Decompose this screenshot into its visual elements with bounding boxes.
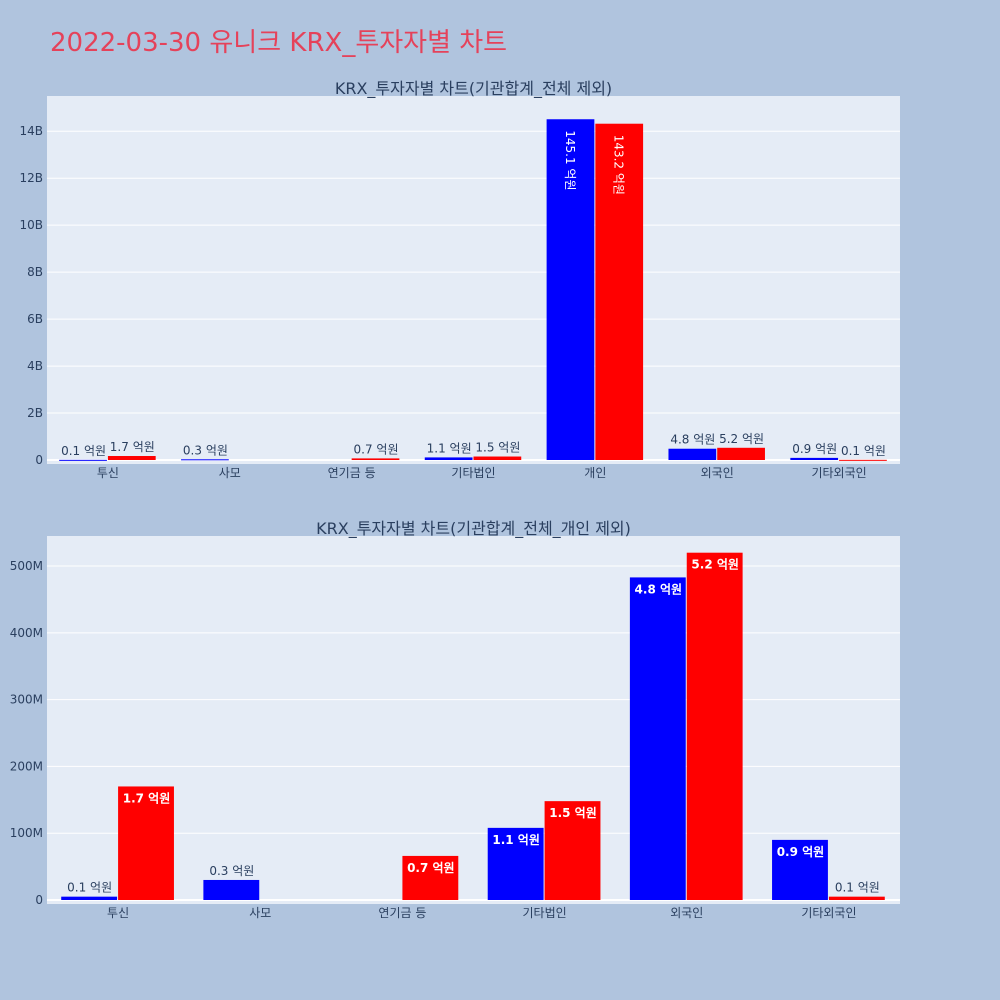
chart-title: KRX_투자자별 차트(기관합계_전체 제외) <box>335 79 612 99</box>
y-tick-label: 6B <box>27 312 43 326</box>
data-label: 1.1 억원 <box>492 833 540 847</box>
data-label: 0.1 억원 <box>835 881 880 895</box>
sell-bar <box>351 458 400 460</box>
data-label: 4.8 억원 <box>635 582 683 596</box>
data-label: 4.8 억원 <box>670 433 715 447</box>
data-label: 0.7 억원 <box>407 861 455 875</box>
y-tick-label: 500M <box>10 559 43 573</box>
y-tick-label: 100M <box>10 826 43 840</box>
chart-title: KRX_투자자별 차트(기관합계_전체_개인 제외) <box>316 519 631 539</box>
buy-bar <box>424 457 473 460</box>
sell-bar <box>595 123 644 460</box>
buy-bar <box>772 839 828 900</box>
sell-bar <box>686 552 743 900</box>
sell-bar <box>118 786 174 900</box>
data-label: 5.2 억원 <box>691 558 739 572</box>
data-label: 145.1 억원 <box>563 130 577 190</box>
buy-bar <box>790 457 839 460</box>
data-label: 5.2 억원 <box>719 432 764 446</box>
x-tick-label: 개인 <box>584 466 606 480</box>
chart-1: 0 2B 4B 6B 8B 10B 12B 14B KRX_투자자별 차트(기관합계_전체 제외… <box>19 79 900 480</box>
x-tick-label: 기타외국인 <box>811 466 866 480</box>
data-label: 1.5 억원 <box>549 806 597 820</box>
sell-bar <box>828 896 885 900</box>
y-tick-label: 14B <box>19 124 43 138</box>
x-tick-label: 투신 <box>97 466 119 480</box>
x-tick-label: 연기금 등 <box>328 466 376 480</box>
x-tick-label: 기타법인 <box>522 906 566 920</box>
sell-bar <box>544 801 601 900</box>
page-title: 2022-03-30 유니크 KRX_투자자별 차트 <box>50 28 508 58</box>
data-label: 1.5 억원 <box>475 441 520 455</box>
chart-2: 0 100M 200M 300M 400M 500M KRX_투자자별 차트(기관합계_전체… <box>10 519 900 920</box>
data-label: 143.2 억원 <box>612 135 626 195</box>
x-tick-label: 투신 <box>107 906 129 920</box>
data-label: 0.7 억원 <box>354 442 399 456</box>
x-tick-label: 외국인 <box>701 466 734 480</box>
data-label: 0.1 억원 <box>67 881 112 895</box>
y-tick-label: 0 <box>35 453 43 467</box>
buy-bar <box>61 896 118 900</box>
plot-area <box>47 536 900 904</box>
data-label: 0.9 억원 <box>777 845 825 859</box>
x-tick-label: 사모 <box>219 466 241 480</box>
y-tick-label: 2B <box>27 406 43 420</box>
sell-bar <box>107 456 156 460</box>
sell-bar <box>717 447 765 460</box>
x-tick-label: 사모 <box>249 906 271 920</box>
x-tick-label: 연기금 등 <box>378 906 426 920</box>
y-tick-label: 0 <box>35 893 43 907</box>
data-label: 0.3 억원 <box>209 864 254 878</box>
plot-area <box>47 96 900 464</box>
data-label: 1.7 억원 <box>123 791 171 805</box>
buy-bar <box>546 119 595 461</box>
buy-bar <box>181 459 229 461</box>
y-tick-label: 300M <box>10 693 43 707</box>
y-tick-label: 12B <box>19 171 43 185</box>
buy-bar <box>203 879 260 900</box>
data-label: 1.1 억원 <box>427 441 472 455</box>
data-label: 0.9 억원 <box>792 442 837 456</box>
buy-bar <box>629 577 686 900</box>
y-tick-label: 8B <box>27 265 43 279</box>
data-label: 0.1 억원 <box>61 444 106 458</box>
y-tick-label: 10B <box>19 218 43 232</box>
x-tick-label: 기타법인 <box>451 466 495 480</box>
buy-bar <box>59 459 107 461</box>
data-label: 0.3 억원 <box>183 443 228 457</box>
x-tick-label: 외국인 <box>670 906 703 920</box>
buy-bar <box>668 448 717 460</box>
x-tick-label: 기타외국인 <box>801 906 856 920</box>
buy-bar <box>487 827 544 900</box>
sell-bar <box>473 456 522 460</box>
sell-bar <box>839 459 887 461</box>
y-tick-label: 200M <box>10 759 43 773</box>
sell-bar <box>402 855 459 900</box>
data-label: 1.7 억원 <box>110 440 155 454</box>
y-tick-label: 4B <box>27 359 43 373</box>
y-tick-label: 400M <box>10 626 43 640</box>
data-label: 0.1 억원 <box>841 444 886 458</box>
